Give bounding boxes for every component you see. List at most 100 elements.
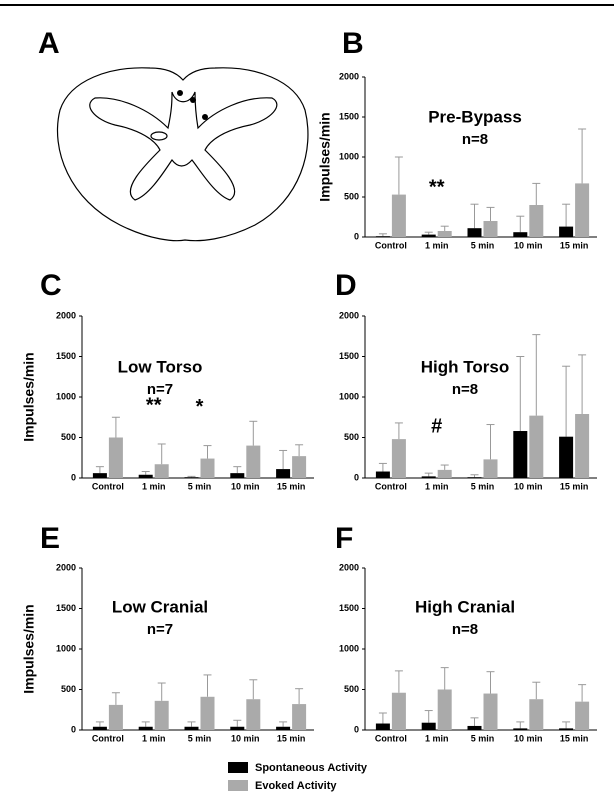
bar [230, 473, 244, 478]
x-tick-label: 10 min [231, 733, 260, 743]
y-tick-label: 1000 [56, 643, 76, 653]
y-tick-label: 500 [344, 684, 359, 694]
chart-title: High Torso [421, 357, 509, 376]
bar [109, 438, 123, 479]
bar [155, 464, 169, 478]
bar [246, 446, 260, 478]
y-tick-label: 2000 [339, 71, 359, 81]
bar [93, 727, 107, 730]
bar [230, 727, 244, 730]
recording-sites [177, 90, 208, 120]
bar [484, 459, 498, 478]
bar [139, 475, 153, 478]
bar [292, 704, 306, 730]
bar [392, 439, 406, 478]
x-tick-label: 10 min [231, 481, 260, 491]
x-tick-label: 1 min [142, 733, 166, 743]
annotation: * [196, 396, 204, 418]
y-tick-label: 1000 [339, 391, 359, 401]
bar [468, 726, 482, 730]
bar [559, 437, 573, 478]
y-tick-label: 1500 [56, 603, 76, 613]
x-tick-label: 15 min [560, 733, 589, 743]
bar [529, 699, 543, 730]
panel-label: D [335, 269, 357, 302]
x-tick-label: 5 min [188, 733, 212, 743]
legend: Spontaneous Activity Evoked Activity [228, 762, 368, 792]
panel-label: B [342, 27, 364, 60]
bar [438, 690, 452, 731]
bar [276, 469, 290, 478]
y-tick-label: 500 [61, 684, 76, 694]
bar [484, 221, 498, 237]
x-tick-label: 1 min [425, 733, 449, 743]
x-tick-label: 5 min [471, 240, 495, 250]
annotation: ** [146, 394, 162, 416]
chart-subtitle: n=8 [452, 621, 478, 638]
y-tick-label: 1500 [339, 603, 359, 613]
y-tick-label: 2000 [56, 562, 76, 572]
y-tick-label: 500 [61, 432, 76, 442]
bar [484, 694, 498, 730]
panel-label: A [38, 27, 60, 60]
y-tick-label: 1500 [339, 351, 359, 361]
y-tick-label: 0 [71, 472, 76, 482]
bar [513, 431, 527, 478]
bar [185, 727, 199, 730]
y-axis-label: Impulses/min [21, 604, 37, 693]
bar [575, 183, 589, 237]
panel-label: E [40, 522, 60, 555]
bar [559, 728, 573, 730]
y-axis-label: Impulses/min [317, 112, 333, 201]
y-tick-label: 0 [354, 724, 359, 734]
chart-title: Low Torso [118, 357, 203, 376]
y-tick-label: 1500 [56, 351, 76, 361]
bar [468, 228, 482, 237]
x-tick-label: 15 min [560, 481, 589, 491]
bar [513, 232, 527, 237]
y-tick-label: 0 [354, 472, 359, 482]
bar [468, 477, 482, 478]
bar [109, 705, 123, 730]
bar [246, 699, 260, 730]
y-tick-label: 1000 [339, 643, 359, 653]
bar [422, 723, 436, 730]
bar [376, 472, 390, 478]
annotation: # [431, 415, 442, 437]
bar [376, 724, 390, 730]
y-tick-label: 2000 [56, 310, 76, 320]
bar [276, 727, 290, 730]
chart-subtitle: n=8 [452, 381, 478, 398]
bar [559, 227, 573, 237]
x-tick-label: 5 min [188, 481, 212, 491]
x-tick-label: 5 min [471, 733, 495, 743]
bar [392, 195, 406, 237]
x-tick-label: 1 min [142, 481, 166, 491]
legend-label: Evoked Activity [255, 780, 337, 792]
bar [529, 205, 543, 237]
legend-swatch [228, 762, 248, 773]
x-tick-label: 15 min [277, 481, 306, 491]
bar [185, 477, 199, 478]
panel-label: C [40, 269, 62, 302]
x-tick-label: 15 min [560, 240, 589, 250]
y-tick-label: 500 [344, 432, 359, 442]
bar [139, 727, 153, 730]
x-tick-label: 10 min [514, 240, 543, 250]
bar [376, 236, 390, 237]
bar [438, 470, 452, 478]
y-tick-label: 2000 [339, 562, 359, 572]
y-tick-label: 2000 [339, 310, 359, 320]
bar [93, 473, 107, 478]
bar [575, 414, 589, 478]
x-tick-label: Control [375, 240, 407, 250]
y-tick-label: 0 [71, 724, 76, 734]
x-tick-label: 1 min [425, 481, 449, 491]
bar [422, 235, 436, 237]
y-tick-label: 500 [344, 191, 359, 201]
bar [438, 231, 452, 237]
bar [392, 693, 406, 730]
bar [513, 728, 527, 730]
chart-subtitle: n=7 [147, 621, 173, 638]
x-tick-label: 5 min [471, 481, 495, 491]
